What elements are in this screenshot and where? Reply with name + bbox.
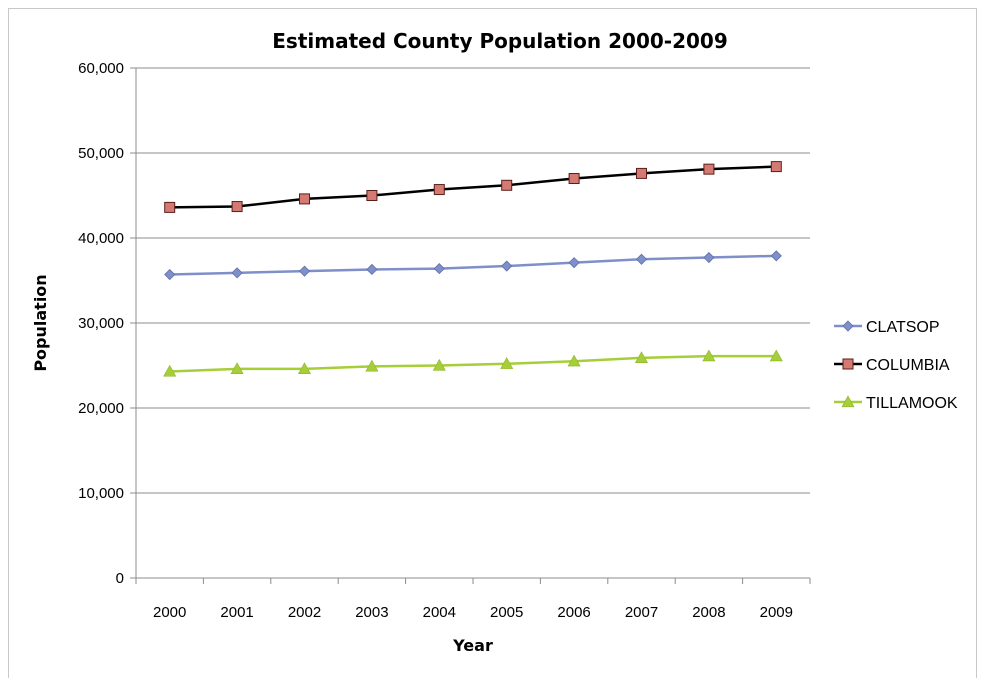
y-tick-label: 0	[116, 570, 124, 587]
x-tick-label: 2000	[153, 604, 186, 621]
data-point-clatsop	[164, 268, 176, 281]
x-tick-label: 2005	[490, 604, 523, 621]
legend-item-columbia: COLUMBIA	[834, 357, 950, 374]
x-tick-label: 2006	[557, 604, 590, 621]
data-point-clatsop	[366, 263, 378, 276]
series-tillamook	[163, 349, 783, 377]
data-point-tillamook	[567, 354, 581, 367]
data-point-tillamook	[163, 364, 177, 377]
x-tick-label: 2003	[355, 604, 388, 621]
data-point-tillamook	[365, 359, 379, 372]
data-point-clatsop	[501, 260, 513, 272]
series-columbia	[164, 161, 782, 213]
series-line-clatsop	[169, 254, 777, 276]
x-tick-label: 2001	[220, 604, 253, 621]
gridlines	[136, 67, 810, 494]
data-point-columbia	[164, 201, 176, 213]
data-point-columbia	[299, 193, 310, 205]
data-point-columbia	[501, 179, 513, 191]
data-point-clatsop	[231, 267, 243, 279]
series-line-columbia	[169, 165, 777, 209]
series-line-tillamook	[169, 354, 777, 373]
chart-frame	[8, 8, 977, 678]
x-axis-ticks: 2000 2001 2002 2003 2004 2005 2006 2007 2008 2009	[135, 578, 811, 621]
data-point-tillamook	[702, 349, 716, 362]
chart-title: Estimated County Population 2000-2009	[272, 29, 727, 53]
y-tick-label: 20,000	[78, 400, 124, 417]
legend-label: CLATSOP	[866, 319, 940, 336]
x-tick-label: 2008	[692, 604, 725, 621]
series-group	[163, 161, 783, 377]
data-point-columbia	[636, 167, 647, 179]
data-point-clatsop	[770, 250, 782, 262]
x-tick-label: 2004	[423, 604, 456, 621]
x-tick-label: 2002	[288, 604, 321, 621]
data-point-tillamook	[769, 349, 783, 362]
legend-item-clatsop: CLATSOP	[834, 319, 940, 336]
series-clatsop	[164, 250, 782, 281]
legend-marker	[842, 320, 854, 332]
data-point-clatsop	[635, 253, 648, 265]
data-point-clatsop	[568, 257, 580, 269]
y-tick-label: 10,000	[78, 485, 124, 502]
y-tick-label: 40,000	[78, 230, 124, 247]
data-point-tillamook	[500, 357, 514, 369]
data-point-tillamook	[297, 362, 312, 375]
data-point-columbia	[770, 161, 782, 173]
legend-marker	[842, 358, 854, 370]
y-tick-label: 60,000	[78, 60, 124, 77]
data-point-clatsop	[433, 263, 445, 275]
data-point-tillamook	[230, 362, 244, 375]
data-point-columbia	[433, 184, 445, 196]
data-point-tillamook	[432, 358, 446, 371]
data-point-tillamook	[634, 351, 649, 363]
y-tick-label: 30,000	[78, 315, 124, 332]
data-point-columbia	[366, 190, 378, 201]
legend-marker	[841, 395, 855, 408]
legend-label: COLUMBIA	[866, 357, 950, 374]
data-point-columbia	[703, 163, 715, 175]
x-tick-label: 2007	[625, 604, 658, 621]
data-point-clatsop	[298, 265, 311, 277]
data-point-columbia	[568, 173, 580, 184]
legend-item-tillamook: TILLAMOOK	[834, 395, 958, 412]
data-point-clatsop	[703, 251, 715, 264]
x-axis-label: Year	[452, 636, 493, 655]
y-tick-label: 50,000	[78, 145, 124, 162]
x-tick-label: 2009	[760, 604, 793, 621]
data-point-columbia	[231, 201, 243, 213]
legend-label: TILLAMOOK	[866, 395, 958, 412]
y-axis-label: Population	[31, 274, 50, 371]
y-axis-ticks: 0 10,000 20,000 30,000 40,000 50,000 60,000	[78, 60, 136, 587]
legend: CLATSOP COLUMBIA TILLAMOOK	[834, 319, 958, 412]
